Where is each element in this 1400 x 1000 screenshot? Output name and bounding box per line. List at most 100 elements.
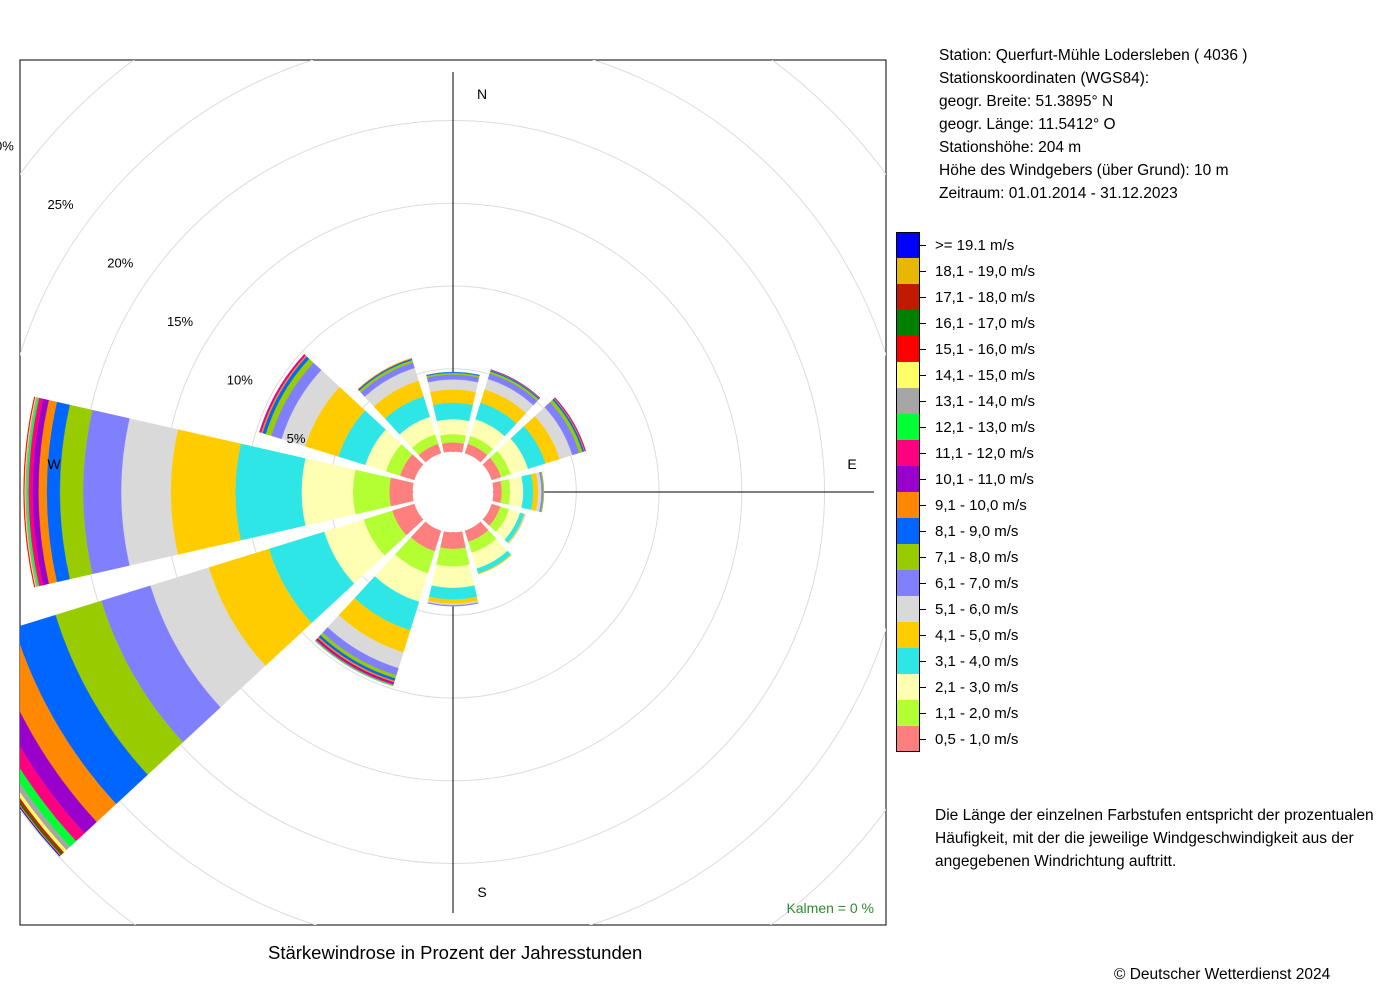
legend-tick (920, 687, 926, 688)
wedge-segment-240-17 (20, 803, 62, 856)
wind-rose-chart: 5% 10% 15% 20% 25% 30% N E S W Kalmen = 0 % (0, 59, 887, 926)
radial-tick-label-10: 10% (227, 372, 253, 387)
wedge-segment-270-3 (235, 443, 306, 541)
wedge-segment-90-7 (540, 471, 545, 513)
wedge-segment-240-14 (20, 792, 67, 853)
legend-swatch (896, 544, 920, 570)
wedge-segment-270-5 (121, 418, 179, 566)
wedge-segment-180-0 (440, 531, 466, 550)
legend-label: 0,5 - 1,0 m/s (935, 731, 1019, 748)
sector-270 (23, 396, 414, 588)
wedge-segment-180-1 (436, 547, 470, 567)
radial-tick-label-5: 5% (287, 431, 306, 446)
legend-swatch (896, 596, 920, 622)
radial-tick-label-25: 25% (48, 197, 74, 212)
radial-tick-label-20: 20% (107, 255, 133, 270)
sector-300 (259, 354, 424, 481)
sector-90 (492, 471, 545, 513)
legend-tick (920, 375, 926, 376)
copyright: © Deutscher Wetterdienst 2024 (1114, 966, 1331, 983)
wedge-segment-90-3 (521, 474, 534, 510)
legend-item: 18,1 - 19,0 m/s (896, 258, 1096, 284)
legend-label: 18,1 - 19,0 m/s (935, 263, 1036, 280)
sector-150 (464, 521, 512, 575)
center-circle (412, 451, 494, 533)
legend-tick (920, 271, 926, 272)
legend-swatch (896, 414, 920, 440)
sector-30 (464, 369, 541, 463)
compass-east-label: E (847, 456, 856, 472)
station-elevation: Stationshöhe: 204 m (939, 139, 1082, 156)
sector-210 (314, 521, 442, 687)
wedge-segment-240-19 (20, 806, 61, 857)
wedge-segment-0-2 (436, 419, 470, 436)
legend-tick (920, 297, 926, 298)
legend-swatch (896, 362, 920, 388)
radial-tick-label-15: 15% (167, 314, 193, 329)
legend-label: 11,1 - 12,0 m/s (935, 445, 1034, 462)
wedge-segment-0-0 (441, 442, 465, 453)
legend-item: 5,1 - 6,0 m/s (896, 596, 1096, 622)
speed-legend: >= 19.1 m/s 18,1 - 19,0 m/s 17,1 - 18,0 m/… (896, 232, 1096, 752)
legend-item: 15,1 - 16,0 m/s (896, 336, 1096, 362)
anemometer-height: Höhe des Windgebers (über Grund): 10 m (939, 162, 1229, 179)
sector-240 (20, 503, 424, 857)
legend-label: 7,1 - 8,0 m/s (935, 549, 1019, 566)
legend-label: 10,1 - 11,0 m/s (935, 471, 1034, 488)
legend-label: 15,1 - 16,0 m/s (935, 341, 1036, 358)
station-longitude: geogr. Länge: 11.5412° O (939, 116, 1116, 133)
legend-label: 17,1 - 18,0 m/s (935, 289, 1036, 306)
station-coordinates-heading: Stationskoordinaten (WGS84): (939, 70, 1150, 87)
legend-label: 13,1 - 14,0 m/s (935, 393, 1036, 410)
legend-label: 4,1 - 5,0 m/s (935, 627, 1019, 644)
legend-item: 17,1 - 18,0 m/s (896, 284, 1096, 310)
legend-swatch (896, 700, 920, 726)
legend-item: 1,1 - 2,0 m/s (896, 700, 1096, 726)
wedge-segment-90-0 (492, 481, 502, 503)
legend-item: 14,1 - 15,0 m/s (896, 362, 1096, 388)
wedge-segment-240-15 (20, 798, 65, 854)
wedge-segment-270-2 (301, 458, 356, 526)
legend-swatch (896, 258, 920, 284)
legend-swatch (896, 310, 920, 336)
legend-tick (920, 453, 926, 454)
wedge-segment-270-0 (389, 477, 414, 507)
legend-item: 9,1 - 10,0 m/s (896, 492, 1096, 518)
legend-tick (920, 323, 926, 324)
radial-tick-label-30: 30% (0, 138, 14, 153)
legend-tick (920, 609, 926, 610)
legend-item: 0,5 - 1,0 m/s (896, 726, 1096, 752)
legend-label: >= 19.1 m/s (935, 237, 1015, 254)
wedge-segment-270-1 (352, 469, 392, 515)
legend-label: 6,1 - 7,0 m/s (935, 575, 1019, 592)
wedge-segment-180-6 (427, 602, 479, 607)
legend-tick (920, 349, 926, 350)
wedge-segment-0-8 (426, 371, 480, 376)
wedge-segment-180-2 (431, 564, 475, 589)
legend-tick (920, 479, 926, 480)
legend-label: 14,1 - 15,0 m/s (935, 367, 1036, 384)
wind-rose-wedges (20, 354, 586, 857)
sector-120 (482, 503, 526, 544)
legend-item: 2,1 - 3,0 m/s (896, 674, 1096, 700)
legend-swatch (896, 726, 920, 752)
center-hole (412, 451, 494, 533)
wedge-segment-270-15 (23, 396, 36, 588)
sector-180 (427, 531, 479, 607)
legend-label: 8,1 - 9,0 m/s (935, 523, 1019, 540)
legend-tick (920, 583, 926, 584)
wedge-segment-150-4 (478, 554, 512, 575)
legend-tick (920, 557, 926, 558)
compass-west-label: W (47, 456, 61, 472)
legend-label: 2,1 - 3,0 m/s (935, 679, 1019, 696)
legend-item: 11,1 - 12,0 m/s (896, 440, 1096, 466)
legend-item: 6,1 - 7,0 m/s (896, 570, 1096, 596)
legend-swatch (896, 648, 920, 674)
legend-tick (920, 739, 926, 740)
legend-swatch (896, 466, 920, 492)
explanation-note: Die Länge der einzelnen Farbstufen entsp… (935, 807, 1374, 870)
legend-item: 3,1 - 4,0 m/s (896, 648, 1096, 674)
legend-item: 7,1 - 8,0 m/s (896, 544, 1096, 570)
sector-60 (482, 397, 586, 481)
legend-tick (920, 661, 926, 662)
